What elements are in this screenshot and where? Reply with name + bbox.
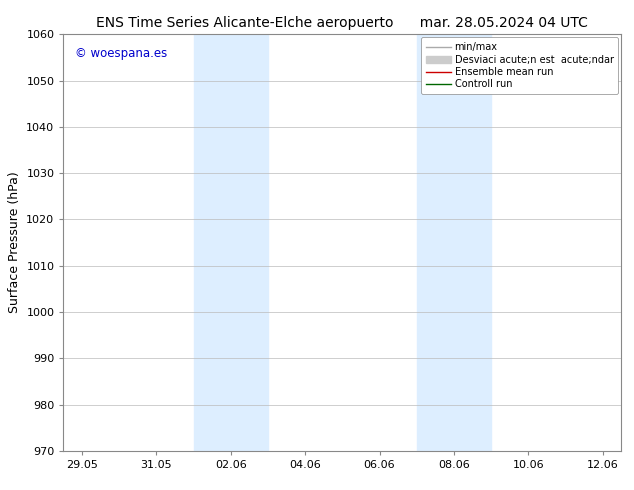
Text: © woespana.es: © woespana.es xyxy=(75,47,167,60)
Legend: min/max, Desviaci acute;n est  acute;ndar, Ensemble mean run, Controll run: min/max, Desviaci acute;n est acute;ndar… xyxy=(422,37,618,94)
Bar xyxy=(417,34,491,451)
Y-axis label: Surface Pressure (hPa): Surface Pressure (hPa) xyxy=(8,172,21,314)
Bar xyxy=(193,34,268,451)
Title: ENS Time Series Alicante-Elche aeropuerto      mar. 28.05.2024 04 UTC: ENS Time Series Alicante-Elche aeropuert… xyxy=(96,16,588,30)
